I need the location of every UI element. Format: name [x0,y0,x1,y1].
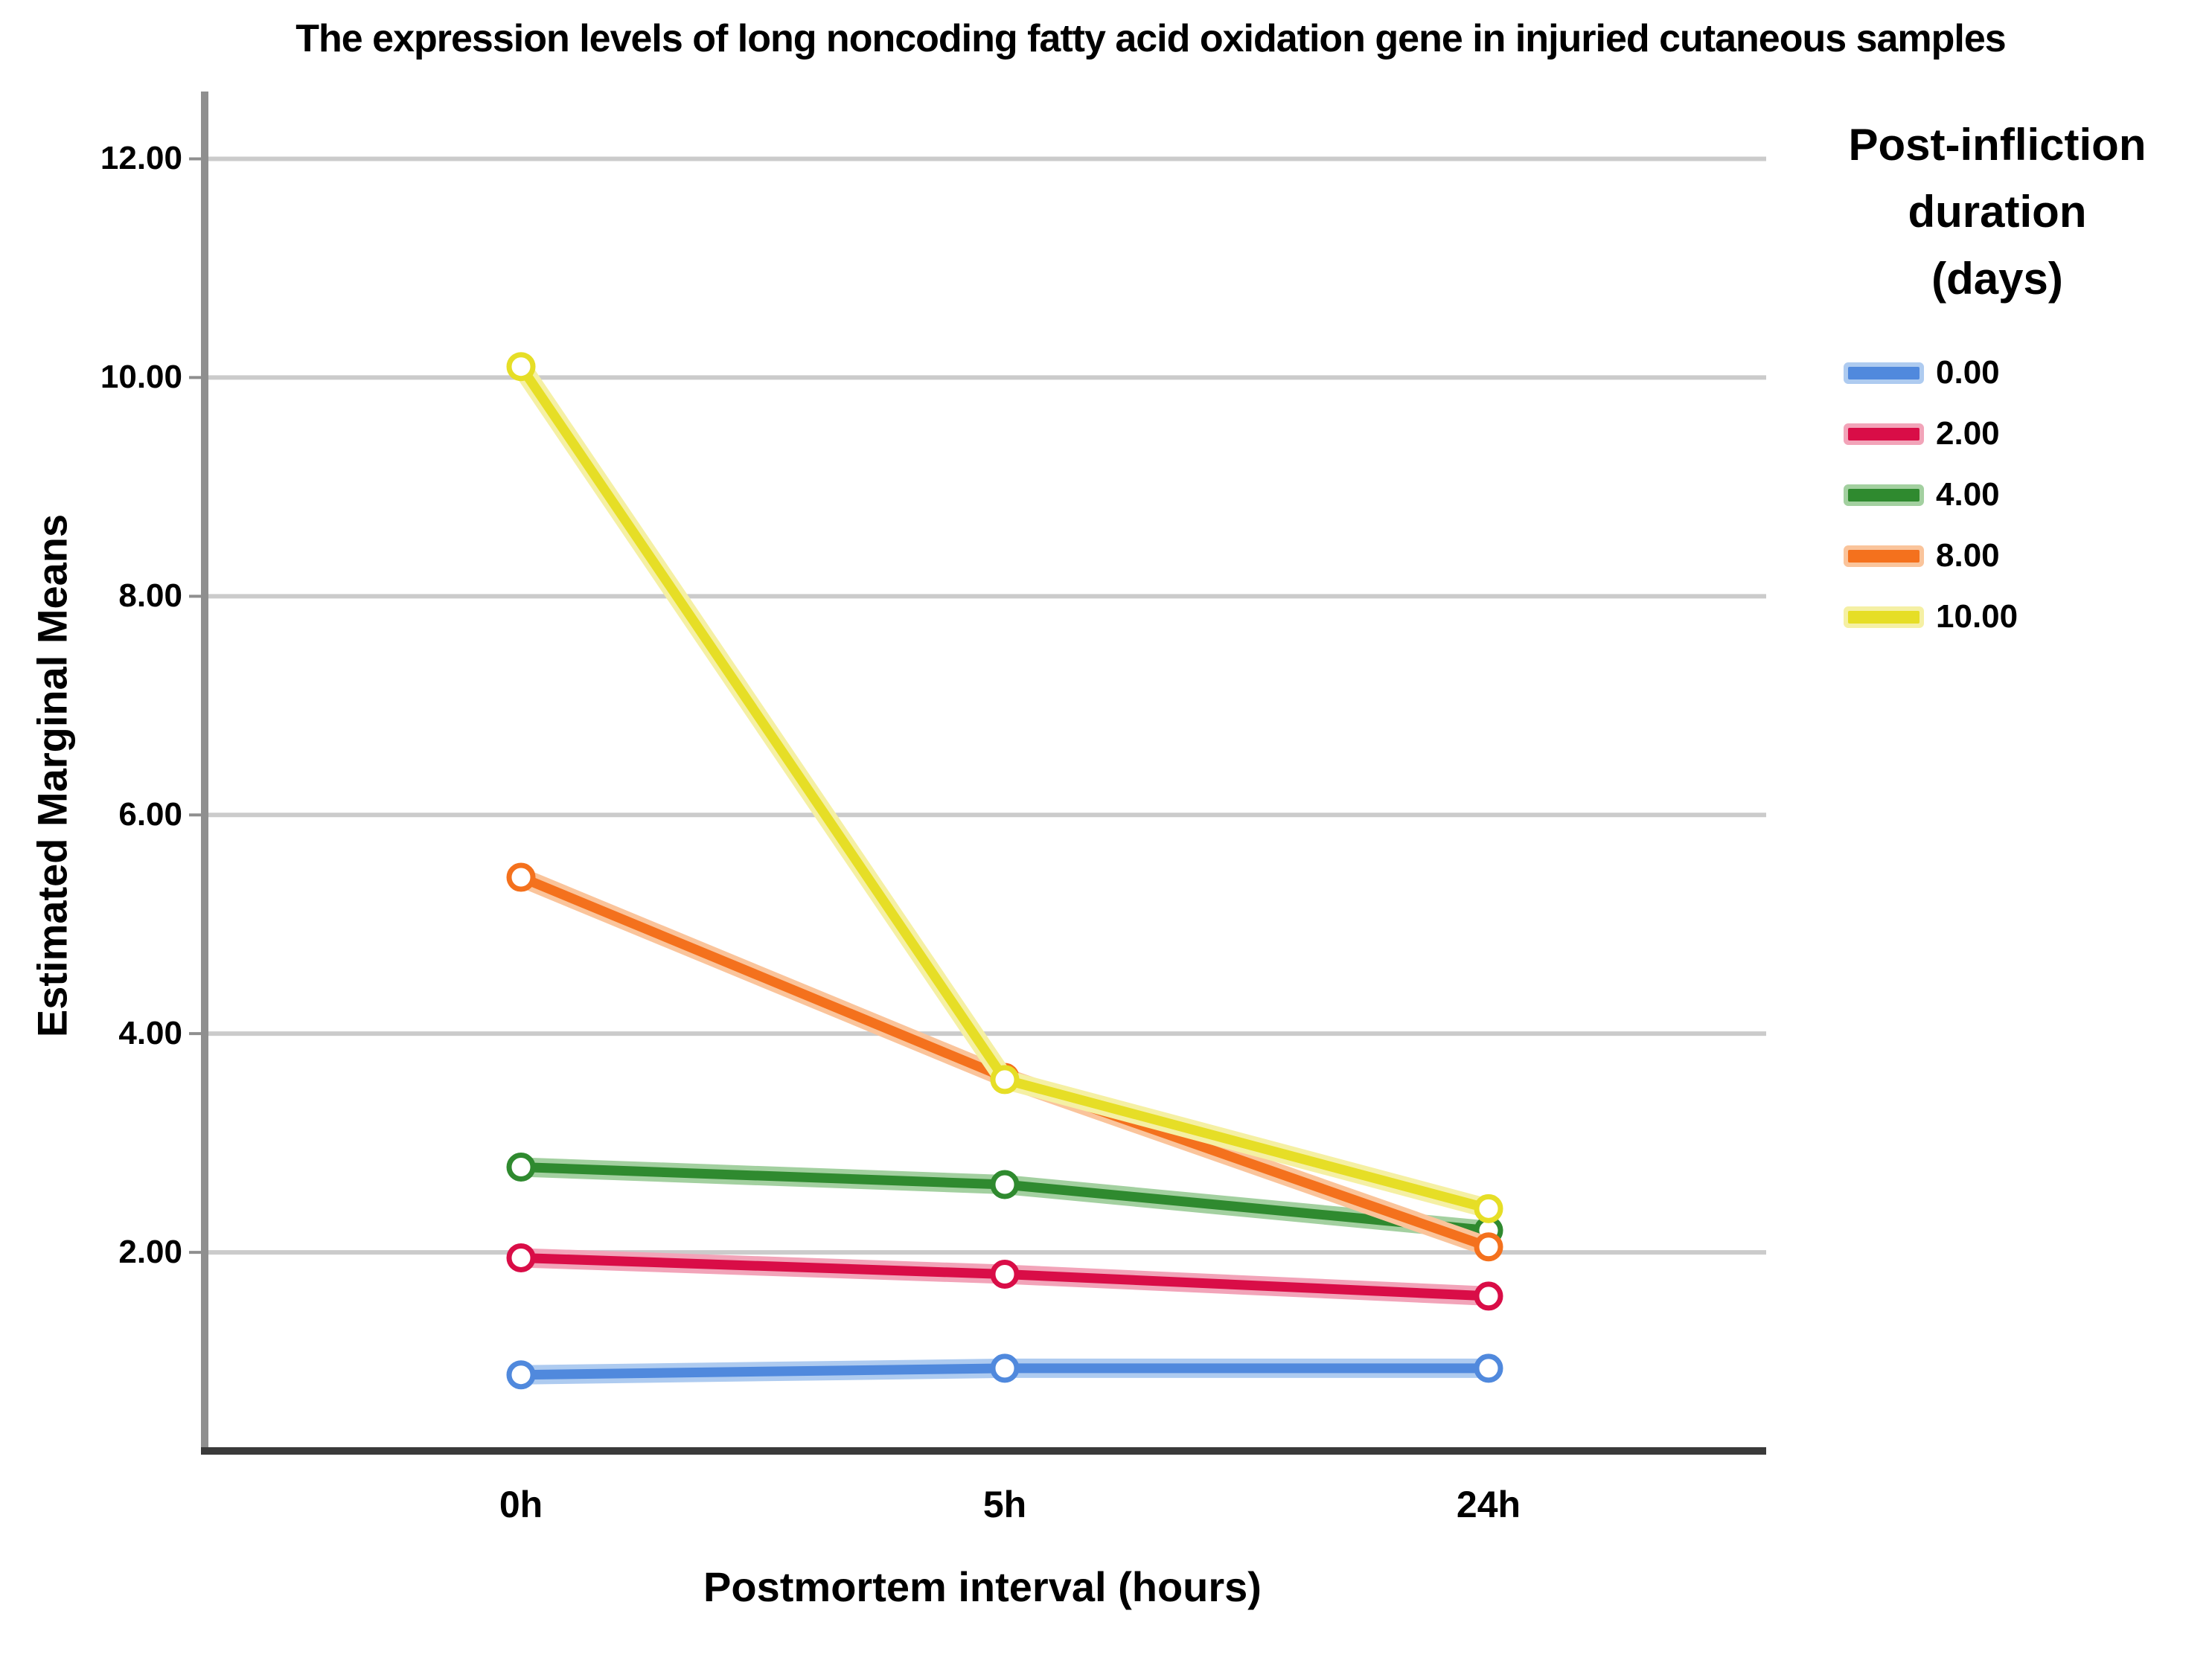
legend-item: 0.00 [1783,342,2212,403]
legend-swatch [1848,610,1919,624]
legend-item-label: 4.00 [1936,476,2000,513]
data-point-marker [506,1152,536,1182]
y-tick-label: 12.00 [100,140,182,177]
x-tick-label: 5h [982,1484,1027,1525]
legend-title: Post-infliction duration (days) [1783,112,2212,313]
legend-item-label: 8.00 [1936,537,2000,574]
legend-title-line: Post-infliction [1848,120,2147,170]
legend-item-label: 2.00 [1936,415,2000,452]
y-tick-label: 10.00 [100,359,182,396]
x-tick-label: 0h [499,1484,543,1525]
legend-swatch [1848,549,1919,563]
legend-item: 10.00 [1783,586,2212,647]
legend-swatch [1848,427,1919,440]
y-tick-label: 8.00 [118,577,182,615]
data-point-marker [990,1353,1020,1383]
plot-svg [189,92,1766,1455]
data-point-marker [1474,1193,1503,1223]
y-tick-label: 6.00 [118,796,182,833]
data-point-marker [506,352,536,382]
data-point-marker [506,862,536,892]
legend-items: 0.00 2.00 4.00 8.00 10.00 [1783,342,2212,647]
legend-item: 2.00 [1783,403,2212,464]
legend: Post-infliction duration (days) 0.00 2.0… [1783,112,2212,647]
data-point-marker [990,1170,1020,1199]
legend-item-label: 0.00 [1936,354,2000,391]
data-point-marker [990,1260,1020,1289]
x-axis-title: Postmortem interval (hours) [703,1563,1262,1610]
legend-swatch [1848,488,1919,502]
data-point-marker [506,1243,536,1272]
legend-title-line: duration [1908,187,2087,237]
y-tick-label: 2.00 [118,1234,182,1271]
y-tick-label: 4.00 [118,1015,182,1052]
data-point-marker [1474,1232,1503,1262]
x-tick-label: 24h [1456,1484,1521,1525]
legend-item-label: 10.00 [1936,598,2018,635]
legend-item: 4.00 [1783,464,2212,525]
data-point-marker [1474,1281,1503,1311]
y-axis-title: Estimated Marginal Means [28,513,76,1038]
data-point-marker [506,1360,536,1390]
data-point-marker [1474,1353,1503,1383]
data-point-marker [990,1065,1020,1095]
chart-title: The expression levels of long noncoding … [295,17,2006,60]
legend-swatch [1848,366,1919,379]
legend-item: 8.00 [1783,525,2212,586]
legend-title-line: (days) [1931,254,2063,304]
